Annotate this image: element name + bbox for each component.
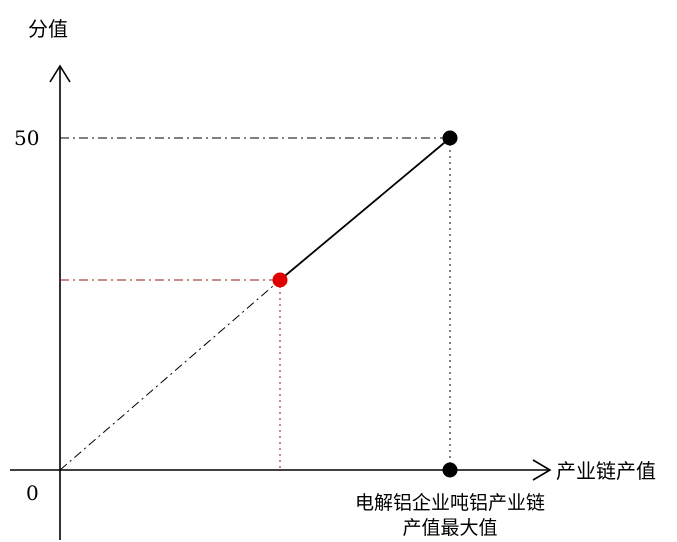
max-point [442,130,458,146]
x-max-label-line1: 电解铝企业吨铝产业链 [355,492,545,514]
origin-label: 0 [26,481,39,505]
y-tick-50-label: 50 [14,126,39,150]
y-axis-arrow-icon [49,64,71,83]
x-max-point [442,462,458,478]
mid-to-max-line [279,137,451,281]
mid-point [272,272,288,288]
x-max-label-line2: 产值最大值 [402,517,497,539]
y-axis-label: 分值 [28,17,68,41]
origin-to-mid-line [59,279,281,471]
x-axis-arrow-icon [532,459,552,481]
x-axis-label: 产业链产值 [556,459,656,483]
